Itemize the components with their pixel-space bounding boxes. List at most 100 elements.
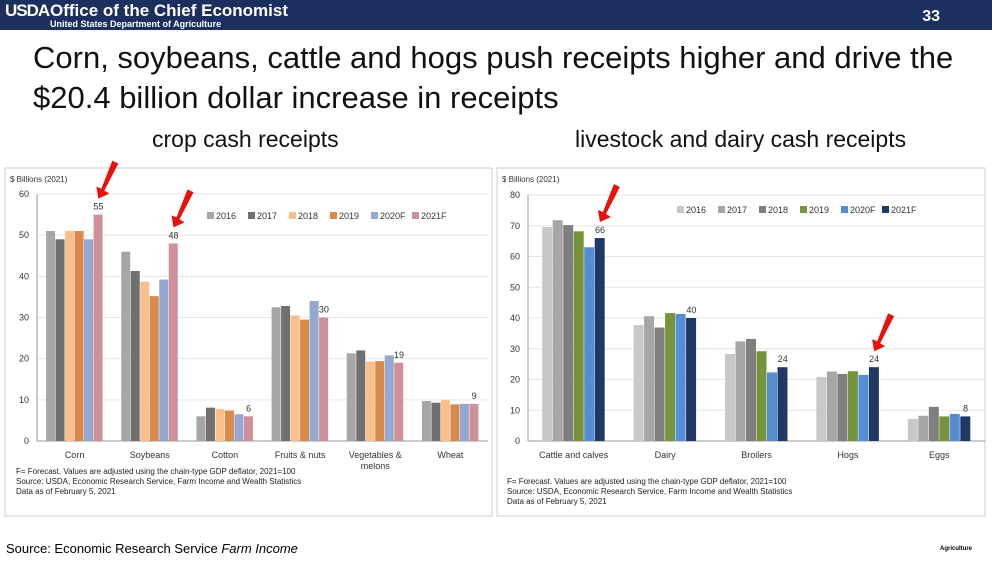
bar-2019-Hogs [847, 371, 858, 441]
note: Data as of February 5, 2021 [507, 497, 607, 506]
legend-swatch [207, 212, 214, 219]
bar-2017-Soybeans [130, 270, 140, 441]
legend-label: 2018 [298, 211, 318, 221]
bar-2021F-Cattle and calves [594, 238, 605, 441]
note: Source: USDA, Economic Research Service,… [507, 487, 793, 496]
bar-2021F-Cotton [243, 416, 253, 441]
bar-2019-Soybeans [149, 296, 159, 441]
bar-2017-Wheat [431, 402, 441, 441]
bar-2016-Eggs [907, 418, 918, 441]
bar-2018-Soybeans [140, 281, 150, 441]
office-name: Office of the Chief Economist [50, 1, 289, 20]
bar-2018-Broilers [746, 338, 756, 441]
bar-2021F-Vegetables & melons [394, 362, 404, 441]
x-tick-label: Fruits & nuts [275, 450, 326, 460]
bar-2020F-Eggs [949, 413, 960, 441]
bar-2017-Fruits & nuts [281, 305, 291, 441]
bar-2017-Dairy [644, 316, 655, 441]
bar-2017-Vegetables & melons [356, 350, 366, 441]
bar-2020F-Wheat [459, 403, 469, 441]
bar-2021F-Dairy [686, 318, 697, 441]
bar-2018-Hogs [837, 373, 848, 441]
bar-2018-Corn [65, 231, 75, 441]
crop-notes: F= Forecast. Values are adjusted using t… [16, 467, 301, 497]
bar-2019-Dairy [665, 313, 676, 441]
x-tick-label: Cotton [212, 450, 239, 460]
corner-label: Agriculture [940, 546, 973, 552]
bar-2016-Wheat [421, 401, 431, 441]
x-tick-label: Hogs [837, 450, 859, 460]
legend-swatch [412, 212, 419, 219]
bar-2020F-Corn [84, 239, 94, 441]
data-label: 30 [319, 305, 329, 315]
legend-swatch [289, 212, 296, 219]
y-tick-label: 20 [19, 354, 29, 364]
y-tick-label: 20 [510, 375, 520, 385]
y-tick-label: 40 [510, 313, 520, 323]
bar-2019-Fruits & nuts [300, 319, 310, 441]
y-tick-label: 30 [19, 313, 29, 323]
slide-title: Corn, soybeans, cattle and hogs push rec… [33, 40, 954, 115]
note: Source: USDA, Economic Research Service,… [16, 477, 302, 486]
legend-label: 2018 [768, 205, 788, 215]
red-arrow-icon [872, 313, 895, 352]
bar-2019-Cotton [224, 410, 234, 441]
bar-2017-Eggs [918, 415, 929, 441]
legend-label: 2016 [686, 205, 706, 215]
bar-2018-Eggs [928, 406, 939, 441]
x-tick-label: Broilers [741, 450, 772, 460]
legend-label: 2016 [216, 211, 236, 221]
bar-2020F-Cotton [234, 414, 244, 441]
bar-2016-Cotton [196, 416, 206, 441]
department-name: United States Department of Agriculture [50, 19, 222, 29]
bar-2018-Cattle and calves [563, 225, 574, 441]
bar-2021F-Corn [93, 214, 103, 441]
bar-2020F-Broilers [767, 372, 777, 441]
bar-2016-Cattle and calves [542, 226, 553, 441]
legend-swatch [718, 206, 725, 213]
legend-swatch [330, 212, 337, 219]
bar-2016-Vegetables & melons [346, 353, 356, 441]
bar-2017-Cattle and calves [552, 220, 563, 441]
bar-2018-Wheat [440, 399, 450, 441]
bar-2020F-Cattle and calves [584, 247, 595, 441]
bar-2021F-Fruits & nuts [319, 317, 329, 441]
bar-2019-Eggs [939, 416, 950, 441]
x-tick-label: Vegetables & [349, 450, 402, 460]
livestock-chart-subtitle: livestock and dairy cash receipts [575, 126, 907, 152]
legend-swatch [841, 206, 848, 213]
data-label: 24 [778, 354, 788, 364]
legend-swatch [800, 206, 807, 213]
y-tick-label: 10 [19, 395, 29, 405]
bar-2016-Fruits & nuts [271, 307, 281, 441]
bar-2020F-Fruits & nuts [309, 301, 319, 441]
legend-swatch [248, 212, 255, 219]
bar-2020F-Soybeans [159, 279, 169, 441]
x-tick-label: melons [361, 461, 391, 471]
legend-label: 2017 [257, 211, 277, 221]
bar-2017-Corn [55, 239, 65, 441]
page-number: 33 [922, 8, 940, 25]
note: F= Forecast. Values are adjusted using t… [16, 467, 296, 476]
bar-2017-Broilers [735, 341, 746, 441]
data-label: 19 [394, 350, 404, 360]
red-arrow-icon [597, 184, 620, 223]
data-label: 6 [246, 403, 251, 413]
y-tick-label: 50 [19, 230, 29, 240]
bar-2018-Vegetables & melons [365, 361, 375, 441]
bar-2016-Soybeans [121, 251, 131, 441]
bar-2016-Hogs [816, 377, 827, 441]
legend-swatch [677, 206, 684, 213]
y-tick-label: 60 [510, 252, 520, 262]
source-text: Source: Economic Research Service [6, 541, 222, 556]
y-tick-label: 10 [510, 405, 520, 415]
x-tick-label: Wheat [437, 450, 464, 460]
y-axis-label: $ Billions (2021) [10, 175, 68, 184]
legend-label: 2019 [339, 211, 359, 221]
x-tick-label: Dairy [655, 450, 677, 460]
legend-label: 2020F [380, 211, 406, 221]
livestock-notes: F= Forecast. Values are adjusted using t… [507, 477, 792, 507]
bar-2019-Vegetables & melons [375, 361, 385, 441]
data-label: 24 [869, 354, 879, 364]
